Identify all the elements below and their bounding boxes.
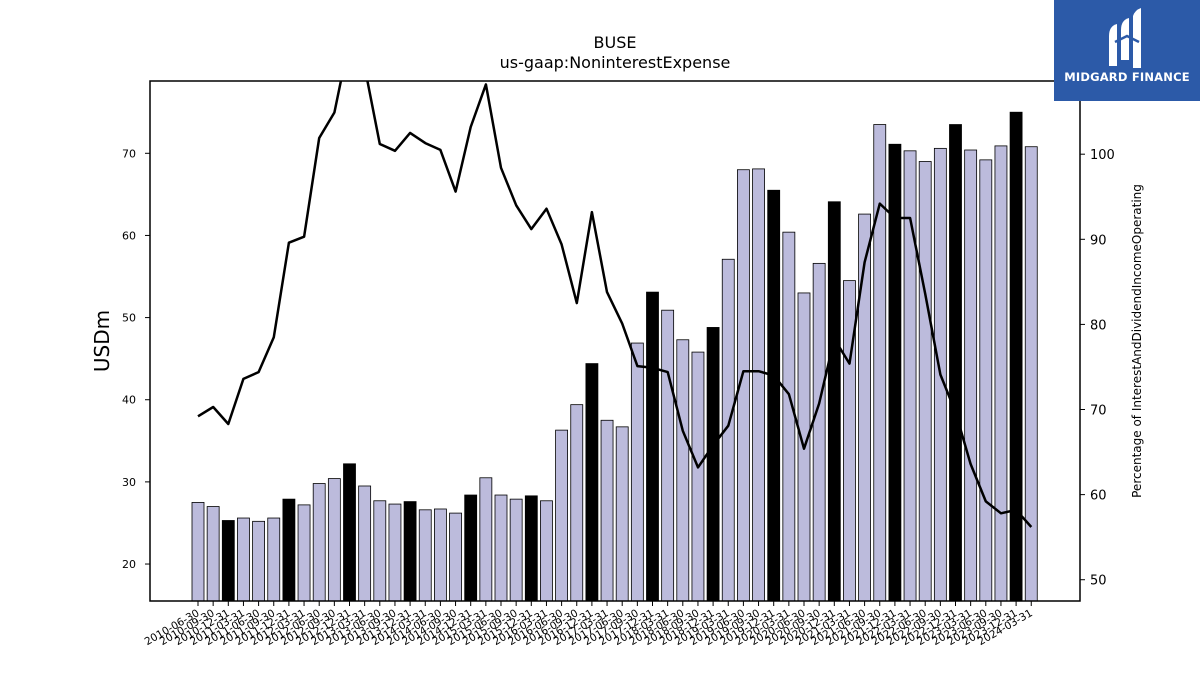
bar xyxy=(327,478,341,602)
bar xyxy=(267,517,281,602)
midgard-finance-logo: MIDGARD FINANCE xyxy=(1054,0,1200,101)
bar xyxy=(433,508,447,602)
y-tick-label: 70 xyxy=(122,147,136,160)
bar xyxy=(479,477,493,602)
bar xyxy=(555,429,568,602)
logo-mark-icon xyxy=(1109,8,1141,68)
bar xyxy=(630,342,644,602)
bar xyxy=(994,145,1008,602)
y-tick-label: 30 xyxy=(122,476,136,489)
bar xyxy=(600,419,614,602)
bar xyxy=(706,327,720,602)
bar xyxy=(282,498,296,602)
bar xyxy=(979,159,993,602)
bar xyxy=(767,189,781,602)
bar xyxy=(524,495,538,602)
bar xyxy=(873,124,887,602)
right-axis-ticks: 50 60 70 80 90 100 xyxy=(1080,148,1115,589)
bar xyxy=(540,500,553,602)
bar xyxy=(252,520,266,602)
bar xyxy=(782,231,796,602)
bar xyxy=(570,404,584,602)
y2-tick-label: 60 xyxy=(1090,489,1107,504)
bar xyxy=(1024,146,1038,602)
line-path xyxy=(197,81,1033,528)
bar xyxy=(464,494,478,602)
bar xyxy=(827,201,841,602)
bar xyxy=(752,168,765,602)
bar xyxy=(373,500,387,602)
y2-tick-label: 100 xyxy=(1090,148,1115,163)
bar xyxy=(206,506,220,602)
logo-text: MIDGARD FINANCE xyxy=(1064,70,1190,84)
y2-tick-label: 80 xyxy=(1090,318,1107,333)
chart-title: BUSE xyxy=(594,33,637,52)
bar xyxy=(418,509,432,602)
bar xyxy=(509,498,523,602)
bar xyxy=(449,512,462,602)
bar xyxy=(676,339,690,602)
bar xyxy=(964,149,978,602)
bar xyxy=(918,161,932,602)
bar xyxy=(237,517,250,602)
bar xyxy=(691,351,705,602)
bar xyxy=(615,426,629,602)
x-axis-ticks: 2010-06-302010-09-302010-12-312011-03-31… xyxy=(143,601,1035,648)
plot-frame xyxy=(149,80,1081,602)
bar xyxy=(858,213,871,602)
line-series xyxy=(197,81,1033,528)
bar xyxy=(661,309,675,602)
bar xyxy=(812,262,826,602)
bar xyxy=(585,363,599,602)
bar xyxy=(312,483,326,602)
bar xyxy=(949,124,962,602)
y2-tick-label: 50 xyxy=(1090,574,1107,589)
bar xyxy=(343,463,356,602)
bar xyxy=(403,501,417,602)
y2-tick-label: 70 xyxy=(1090,404,1107,419)
bar xyxy=(646,291,659,602)
left-axis-ticks: 20 30 40 50 60 70 xyxy=(122,147,150,571)
y-axis-label: USDm xyxy=(90,310,114,372)
chart-subtitle: us-gaap:NoninterestExpense xyxy=(500,53,731,72)
bar xyxy=(221,520,235,602)
bar xyxy=(494,494,508,602)
bar xyxy=(191,502,205,602)
y2-tick-label: 90 xyxy=(1090,233,1107,248)
bar xyxy=(297,504,311,602)
y2-axis-label: Percentage of InterestAndDividendIncomeO… xyxy=(1130,184,1144,498)
y-tick-label: 60 xyxy=(122,229,136,242)
y-tick-label: 20 xyxy=(122,558,136,571)
bar xyxy=(388,503,402,602)
y-tick-label: 40 xyxy=(122,394,136,407)
y-tick-label: 50 xyxy=(122,312,136,325)
bar xyxy=(1009,111,1023,602)
bar-series xyxy=(191,111,1038,602)
bar xyxy=(358,485,372,602)
